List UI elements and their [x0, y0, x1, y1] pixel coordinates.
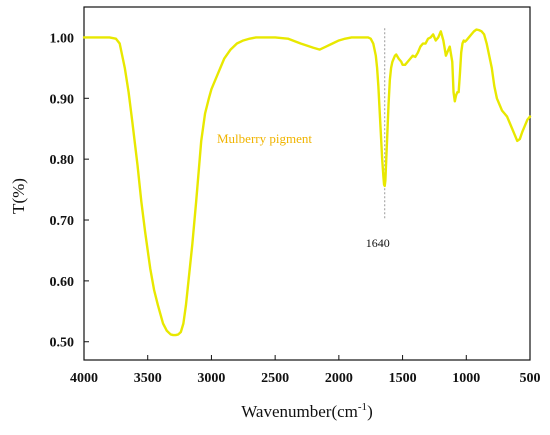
y-tick-label: 0.90: [50, 92, 75, 107]
y-tick-label: 0.60: [50, 275, 75, 290]
x-tick-label: 1000: [452, 371, 480, 386]
x-axis-title: Wavenumber(cm-1): [241, 401, 372, 421]
plot-frame: [83, 6, 531, 361]
x-tick-label: 500: [520, 371, 541, 386]
y-axis-title: T(%): [9, 178, 28, 214]
x-axis-ticks: 4000 3500 3000 2500 2000 1500 1000 500: [70, 355, 541, 386]
x-tick-label: 3000: [197, 371, 225, 386]
series-group: [82, 28, 532, 337]
x-tick-label: 4000: [70, 371, 98, 386]
annotations: 1640: [366, 28, 390, 250]
x-tick-label: 2500: [261, 371, 289, 386]
x-axis-title-sup: -1: [358, 401, 367, 413]
x-axis-title-tail: ): [367, 402, 373, 421]
series-label: Mulberry pigment: [217, 131, 312, 146]
x-tick-label: 3500: [134, 371, 162, 386]
y-tick-label: 1.00: [50, 31, 75, 46]
y-tick-label: 0.70: [50, 214, 75, 229]
x-tick-label: 2000: [325, 371, 353, 386]
y-tick-label: 0.80: [50, 153, 75, 168]
x-tick-label: 1500: [389, 371, 417, 386]
y-tick-label: 0.50: [50, 336, 75, 351]
series-line: [82, 28, 532, 337]
x-axis-title-main: Wavenumber(cm: [241, 402, 358, 421]
y-axis-ticks: 0.50 0.60 0.70 0.80 0.90 1.00: [50, 31, 89, 351]
peak-label: 1640: [366, 236, 390, 250]
